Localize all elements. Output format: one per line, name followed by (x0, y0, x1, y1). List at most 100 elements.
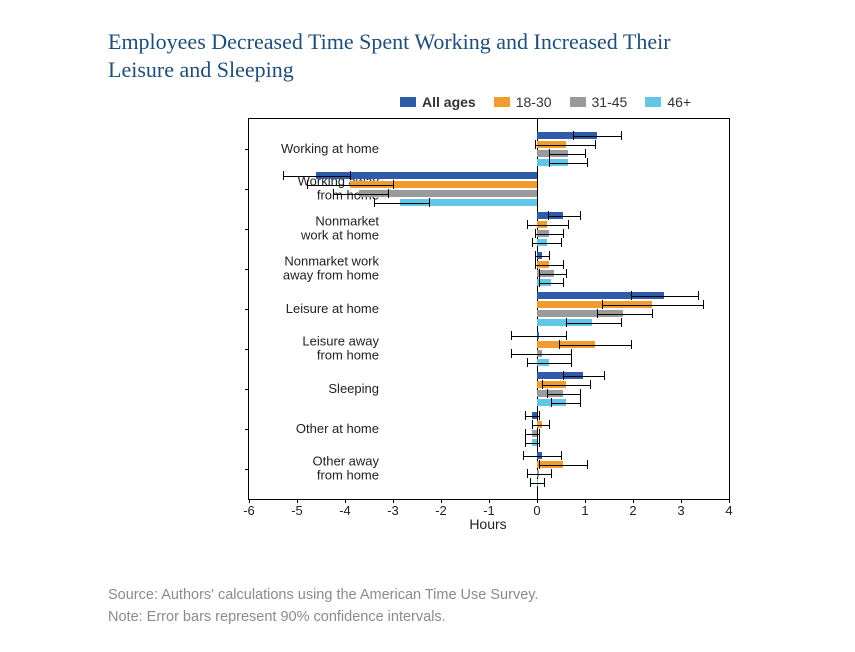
y-tick-label: Working at home (249, 142, 379, 156)
error-bar (523, 456, 561, 457)
error-cap (568, 220, 569, 229)
y-tick-label: Leisure awayfrom home (249, 335, 379, 364)
error-cap (544, 478, 545, 487)
error-cap (580, 398, 581, 407)
y-tick-label: Nonmarketwork at home (249, 215, 379, 244)
error-bar (539, 465, 587, 466)
error-cap (561, 238, 562, 247)
error-cap (388, 189, 389, 198)
error-bar (525, 434, 539, 435)
error-cap (539, 411, 540, 420)
error-cap (604, 371, 605, 380)
error-bar (559, 345, 631, 346)
error-cap (563, 229, 564, 238)
error-cap (631, 291, 632, 300)
error-cap (523, 451, 524, 460)
error-bar (535, 145, 595, 146)
error-cap (527, 358, 528, 367)
x-axis-label: Hours (248, 516, 728, 575)
error-bar (535, 256, 549, 257)
error-cap (571, 349, 572, 358)
error-cap (532, 238, 533, 247)
error-bar (374, 203, 429, 204)
error-cap (374, 198, 375, 207)
error-cap (535, 260, 536, 269)
error-cap (525, 429, 526, 438)
error-bar (532, 425, 549, 426)
error-cap (703, 300, 704, 309)
error-cap (597, 309, 598, 318)
error-bar (511, 354, 571, 355)
error-cap (535, 229, 536, 238)
error-cap (535, 140, 536, 149)
error-cap (548, 211, 549, 220)
error-cap (307, 180, 308, 189)
error-bar (511, 336, 566, 337)
error-cap (283, 171, 284, 180)
y-tick-label: Leisure at home (249, 302, 379, 316)
error-cap (559, 340, 560, 349)
error-cap (525, 438, 526, 447)
error-cap (350, 171, 351, 180)
error-cap (571, 358, 572, 367)
error-cap (652, 309, 653, 318)
error-cap (525, 411, 526, 420)
error-bar (542, 385, 590, 386)
error-cap (549, 420, 550, 429)
chart-area: -6-5-4-3-2-101234Working at homeWorking … (108, 100, 748, 535)
error-cap (527, 220, 528, 229)
error-cap (631, 340, 632, 349)
error-bar (525, 443, 539, 444)
error-cap (539, 460, 540, 469)
error-cap (563, 371, 564, 380)
y-tick-label: Nonmarket workaway from home (249, 255, 379, 284)
error-cap (621, 131, 622, 140)
error-cap (535, 251, 536, 260)
error-bar (539, 283, 563, 284)
error-cap (530, 478, 531, 487)
error-cap (393, 180, 394, 189)
error-cap (549, 158, 550, 167)
error-cap (551, 398, 552, 407)
error-cap (587, 158, 588, 167)
error-cap (539, 269, 540, 278)
error-bar (333, 194, 388, 195)
error-bar (549, 154, 585, 155)
chart-title: Employees Decreased Time Spent Working a… (108, 28, 728, 83)
error-cap (532, 420, 533, 429)
source-text: Source: Authors' calculations using the … (108, 585, 538, 607)
y-tick-label: Sleeping (249, 382, 379, 396)
error-cap (539, 429, 540, 438)
error-cap (595, 140, 596, 149)
error-bar (547, 394, 581, 395)
y-tick-label: Other awayfrom home (249, 455, 379, 484)
error-bar (527, 474, 551, 475)
error-bar (597, 314, 652, 315)
error-cap (549, 251, 550, 260)
error-bar (548, 216, 581, 217)
error-bar (525, 416, 539, 417)
error-bar (602, 305, 703, 306)
error-cap (621, 318, 622, 327)
error-cap (580, 211, 581, 220)
error-cap (563, 278, 564, 287)
plot-area: -6-5-4-3-2-101234Working at homeWorking … (248, 118, 730, 500)
error-cap (549, 149, 550, 158)
error-bar (527, 363, 570, 364)
error-bar (539, 274, 565, 275)
error-cap (551, 469, 552, 478)
note-text: Note: Error bars represent 90% confidenc… (108, 607, 538, 629)
error-bar (283, 176, 350, 177)
error-bar (563, 376, 604, 377)
error-cap (602, 300, 603, 309)
error-bar (535, 234, 564, 235)
y-tick-label: Other at home (249, 422, 379, 436)
error-cap (527, 469, 528, 478)
error-cap (573, 131, 574, 140)
error-cap (580, 389, 581, 398)
error-bar (307, 185, 393, 186)
error-cap (585, 149, 586, 158)
error-cap (547, 389, 548, 398)
error-cap (563, 260, 564, 269)
error-cap (429, 198, 430, 207)
